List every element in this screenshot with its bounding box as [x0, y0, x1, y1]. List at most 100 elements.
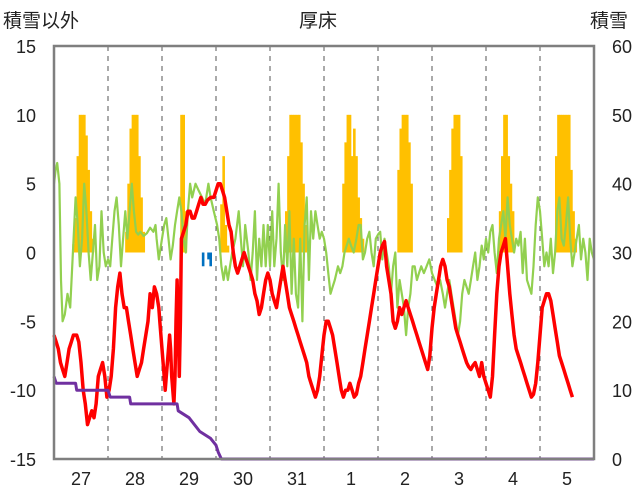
series-line	[52, 181, 575, 427]
x-tick-labels: 27 28 29 30 31 1 2 3 4 5	[71, 469, 572, 489]
bar	[293, 114, 297, 253]
bar	[289, 114, 292, 253]
bar	[287, 156, 290, 253]
bar	[567, 114, 571, 253]
x-tick-label: 5	[562, 469, 572, 489]
bar	[89, 211, 93, 253]
bar	[182, 114, 185, 253]
bar	[403, 114, 407, 253]
y-left-tick-label: 15	[16, 37, 36, 57]
bar	[224, 224, 228, 253]
x-tick-label: 31	[287, 469, 307, 489]
bar	[87, 169, 90, 253]
bar	[80, 114, 84, 253]
bar	[85, 135, 88, 253]
bar	[570, 169, 573, 253]
bar	[505, 114, 508, 253]
bar	[559, 114, 562, 253]
bar	[76, 156, 80, 253]
series-line	[52, 375, 594, 461]
bar-series	[201, 252, 212, 267]
y-right-tick-label: 40	[612, 175, 632, 195]
bar	[220, 204, 223, 253]
bar	[125, 231, 128, 253]
y-left-tick-label: -15	[10, 450, 36, 470]
bar	[451, 128, 454, 253]
bar	[201, 252, 205, 267]
bar	[350, 156, 354, 253]
x-tick-label: 3	[454, 469, 464, 489]
bar	[302, 183, 305, 253]
bar	[304, 224, 308, 253]
bar	[555, 156, 558, 253]
y-left-tick-label: 5	[26, 175, 36, 195]
bar	[408, 142, 411, 253]
series-line	[52, 161, 596, 337]
plot-frame	[52, 44, 596, 461]
bar	[291, 114, 295, 253]
bar	[457, 114, 461, 253]
bar	[140, 197, 143, 253]
y-left-label: 積雪以外	[3, 10, 79, 32]
y-right-tick-label: 50	[612, 106, 632, 126]
y-left-tick-labels: 15 10 5 0 -5 -10 -15	[10, 37, 36, 470]
bar	[401, 114, 405, 253]
bar	[511, 211, 515, 253]
y-left-tick-label: 0	[26, 244, 36, 264]
y-right-tick-labels: 60 50 40 30 20 10 0	[612, 37, 632, 470]
y-right-tick-label: 10	[612, 381, 632, 401]
bar	[410, 183, 413, 253]
bar	[561, 114, 565, 253]
y-right-label: 積雪	[590, 10, 628, 32]
bar	[295, 114, 299, 253]
y-left-tick-label: 10	[16, 106, 36, 126]
bar	[222, 156, 225, 253]
bar	[509, 183, 513, 253]
x-tick-label: 27	[71, 469, 91, 489]
x-tick-label: 4	[508, 469, 518, 489]
bar	[142, 231, 146, 253]
bar	[300, 142, 303, 253]
bar	[297, 114, 301, 253]
bar	[226, 245, 230, 253]
bar	[501, 156, 504, 253]
x-tick-label: 2	[400, 469, 410, 489]
chart-title: 厚床	[299, 10, 337, 32]
y-right-tick-label: 60	[612, 37, 632, 57]
bar	[78, 114, 82, 253]
bar	[355, 156, 358, 253]
bar	[447, 218, 450, 253]
bar	[453, 114, 457, 253]
bar	[342, 183, 345, 253]
y-right-tick-label: 30	[612, 244, 632, 264]
y-right-tick-label: 0	[612, 450, 622, 470]
x-tick-label: 28	[125, 469, 145, 489]
bar	[399, 128, 403, 253]
bar	[455, 114, 459, 253]
bar	[565, 114, 569, 253]
bar	[348, 114, 352, 253]
bar	[131, 114, 135, 253]
bar	[503, 114, 506, 253]
y-left-tick-label: -5	[20, 312, 36, 332]
bar	[449, 169, 452, 253]
x-tick-label: 1	[346, 469, 356, 489]
x-tick-label: 29	[179, 469, 199, 489]
y-right-tick-label: 20	[612, 312, 632, 332]
bar	[353, 128, 356, 253]
bar	[180, 114, 183, 253]
bar	[459, 156, 463, 253]
bar	[138, 156, 141, 253]
bar	[572, 211, 575, 253]
bar	[135, 114, 139, 253]
y-left-tick-label: -10	[10, 381, 36, 401]
bar	[207, 252, 210, 260]
bar	[563, 114, 567, 253]
bar	[397, 169, 400, 253]
x-tick-label: 30	[233, 469, 253, 489]
bar	[209, 252, 212, 267]
series-group	[52, 114, 596, 461]
bar	[133, 114, 137, 253]
bar	[74, 218, 77, 253]
